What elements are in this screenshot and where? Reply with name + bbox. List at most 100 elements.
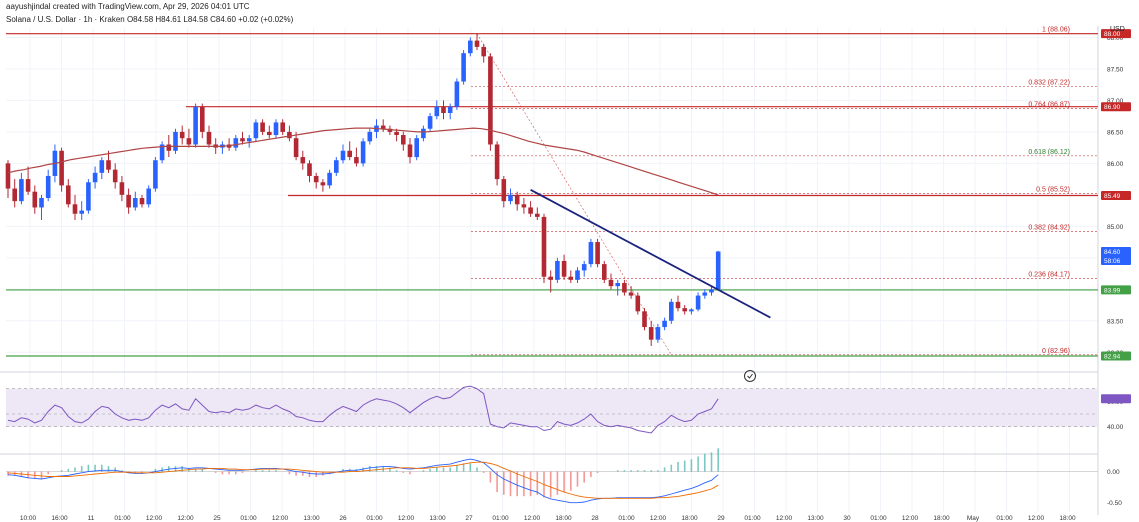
candle-body [267, 131, 272, 136]
candle-body [66, 185, 71, 205]
fib-level-label: 0 (82.96) [1042, 348, 1070, 355]
candle-body [133, 198, 138, 208]
time-tick-label: 12:00 [902, 515, 919, 522]
candle [287, 125, 292, 142]
fib-level-label: 0.764 (86.87) [1028, 102, 1070, 109]
macd-panel [6, 448, 1098, 504]
candle-body [253, 122, 259, 139]
candle [300, 150, 306, 170]
candle-body [106, 160, 111, 170]
candle-body [494, 144, 500, 180]
candle [441, 100, 446, 120]
candle-body [112, 169, 118, 183]
candle-body [682, 308, 687, 312]
candle-body [59, 150, 64, 186]
candle [715, 250, 721, 291]
candle-body [139, 198, 145, 205]
candle-body [628, 292, 634, 296]
time-tick-label: 13:00 [303, 515, 320, 522]
candle [139, 194, 145, 208]
candle [588, 238, 594, 268]
candle-body [360, 141, 366, 164]
candle-body [240, 138, 245, 142]
candle-body [615, 283, 620, 287]
candle-body [635, 295, 641, 312]
candle-body [19, 179, 24, 202]
candle [501, 175, 507, 208]
trendline[interactable] [530, 189, 771, 319]
price-tick-label: 88.00 [1107, 35, 1124, 42]
candle-body [561, 260, 567, 277]
time-tick-label: 01:00 [492, 515, 509, 522]
fib-level-label: 1 (88.06) [1042, 27, 1070, 34]
candle-body [92, 172, 98, 183]
candle [39, 194, 44, 221]
candle [253, 119, 259, 142]
time-tick-label: 18:00 [933, 515, 950, 522]
bearish-trendline[interactable] [530, 189, 771, 319]
candle [112, 163, 118, 189]
candle [133, 191, 138, 211]
candle [179, 125, 185, 145]
time-tick-label: 30 [843, 515, 851, 522]
candle-body [25, 179, 31, 192]
candle [461, 50, 466, 85]
candle [260, 119, 265, 136]
fib-level-label: 0.382 (84.92) [1028, 224, 1070, 231]
candle [427, 113, 433, 132]
candle [79, 201, 84, 221]
tradingview-logo-icon [744, 370, 756, 382]
candle-body [702, 292, 708, 296]
candle-body [535, 213, 540, 217]
candle-body [126, 194, 131, 208]
time-tick-label: 10:00 [20, 515, 37, 522]
candle [528, 201, 533, 217]
time-tick-label: 29 [717, 515, 725, 522]
candle [575, 267, 580, 283]
candle-body [320, 182, 326, 186]
candle [92, 166, 98, 189]
symbol-line: Solana / U.S. Dollar · 1h · Kraken O84.5… [6, 15, 294, 24]
candle [648, 320, 654, 346]
candle-body [602, 264, 607, 280]
time-tick-label: 01:00 [870, 515, 887, 522]
candle-body [662, 320, 667, 328]
candle-body [581, 264, 587, 271]
candle-body [347, 150, 352, 158]
candle [25, 166, 31, 195]
candle [394, 128, 399, 142]
candle [360, 138, 366, 167]
candle-body [655, 327, 661, 340]
candle-body [695, 295, 701, 310]
candle-body [12, 188, 17, 202]
candle [119, 175, 125, 202]
time-tick-label: 01:00 [366, 515, 383, 522]
candle-body [86, 182, 91, 211]
candle [186, 128, 192, 148]
candle [5, 160, 11, 198]
candle [334, 157, 339, 176]
candle-body [200, 106, 205, 132]
candle-body [179, 131, 185, 139]
candle [280, 119, 285, 136]
candle-body [327, 172, 332, 186]
candle-body [595, 242, 600, 265]
candle [581, 260, 587, 277]
price-tick-label: 86.00 [1107, 161, 1124, 168]
candle [608, 273, 614, 290]
candle-body [354, 157, 359, 164]
candle [354, 147, 359, 167]
candle [662, 317, 667, 331]
candle [555, 257, 560, 283]
price-badge-label: 85.49 [1104, 193, 1121, 200]
candle-body [608, 279, 614, 287]
candle-body [555, 260, 560, 280]
price-axis: 88.0087.5087.0086.5086.0085.5085.0084.50… [1101, 29, 1131, 507]
candle-body [313, 175, 319, 183]
macd-tick-label: -0.50 [1107, 500, 1122, 507]
candle-body [407, 144, 413, 158]
candle [401, 131, 406, 151]
time-tick-label: 18:00 [681, 515, 698, 522]
price-tick-label: 87.50 [1107, 66, 1124, 73]
